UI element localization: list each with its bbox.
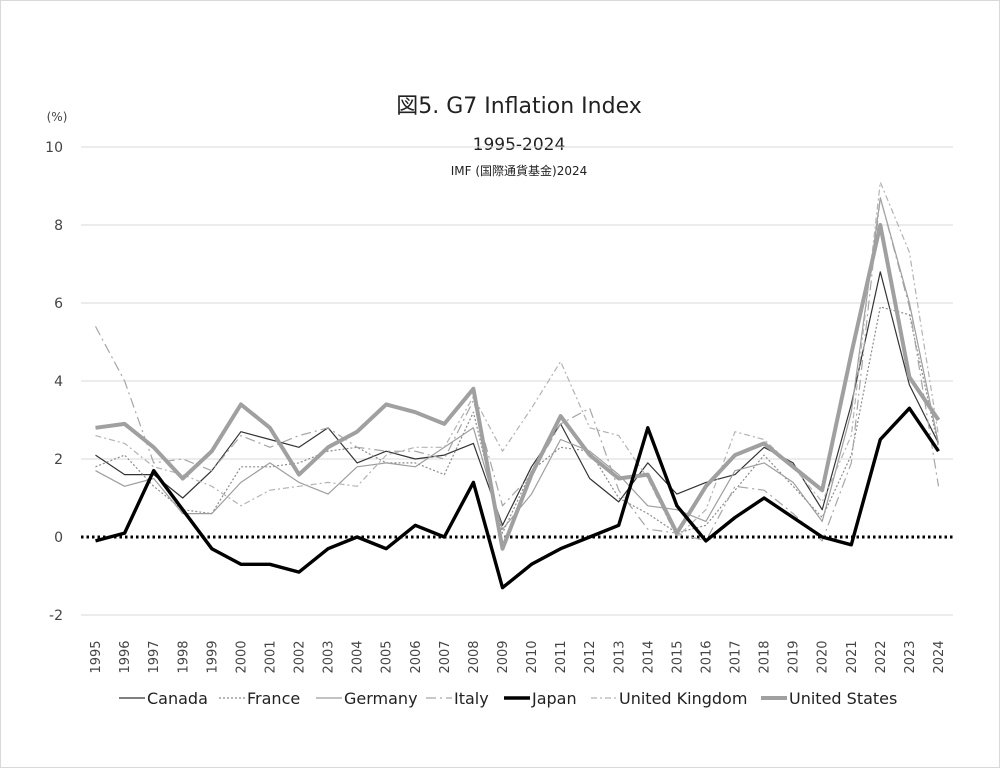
x-tick-label: 2018 xyxy=(758,640,773,673)
x-tick-label: 1996 xyxy=(118,640,133,673)
x-tick-label: 2013 xyxy=(612,640,627,673)
y-axis-unit-label: (%) xyxy=(47,110,68,124)
x-tick-label: 2011 xyxy=(554,640,569,673)
x-tick-label: 1995 xyxy=(89,640,104,673)
y-tick-label: 0 xyxy=(54,530,63,546)
y-tick-label: 6 xyxy=(54,296,63,312)
x-tick-label: 1998 xyxy=(176,640,191,673)
x-tick-label: 2019 xyxy=(787,640,802,673)
x-axis-ticks: 1995 1996 1997 1998 1999 2000 2001 2002 2003 2004… xyxy=(89,640,947,673)
legend-label: Canada xyxy=(147,689,208,708)
x-tick-label: 2001 xyxy=(263,640,278,673)
y-axis-ticks: -2 0 2 4 6 8 10 xyxy=(45,140,63,624)
x-tick-label: 2017 xyxy=(729,640,744,673)
x-tick-label: 2014 xyxy=(641,640,656,673)
x-tick-label: 2012 xyxy=(583,640,598,673)
x-tick-label: 2015 xyxy=(670,640,685,673)
x-tick-label: 2005 xyxy=(380,640,395,673)
series-line-france xyxy=(95,306,940,534)
x-tick-label: 1999 xyxy=(205,640,220,673)
chart-source: IMF (国際通貨基金)2024 xyxy=(451,163,588,178)
y-tick-label: -2 xyxy=(49,608,63,624)
y-tick-label: 10 xyxy=(45,140,63,156)
series-line-italy xyxy=(94,197,940,542)
series-line-united-kingdom xyxy=(95,181,940,538)
y-tick-label: 2 xyxy=(54,452,63,468)
x-tick-label: 2024 xyxy=(932,640,947,673)
x-tick-label: 2008 xyxy=(467,640,482,673)
x-tick-label: 2010 xyxy=(525,640,540,673)
x-tick-label: 2004 xyxy=(351,640,366,673)
series-line-japan xyxy=(95,406,940,590)
series-lines xyxy=(94,181,941,590)
x-tick-label: 2023 xyxy=(903,640,918,673)
x-tick-label: 1997 xyxy=(147,640,162,673)
x-tick-label: 2020 xyxy=(816,640,831,673)
legend: Canada France Germany Italy Japan United King… xyxy=(119,689,897,708)
x-tick-label: 2007 xyxy=(438,640,453,673)
x-tick-label: 2000 xyxy=(234,640,249,673)
chart-subtitle: 1995-2024 xyxy=(473,135,566,155)
x-tick-label: 2021 xyxy=(845,640,860,673)
y-tick-label: 8 xyxy=(54,218,63,234)
series-line-canada xyxy=(95,271,940,526)
legend-label: Italy xyxy=(454,689,489,708)
x-tick-label: 2016 xyxy=(699,640,714,673)
legend-label: Germany xyxy=(344,689,418,708)
chart-title: 図5. G7 Inflation Index xyxy=(396,94,642,119)
legend-label: Japan xyxy=(531,689,577,708)
series-line-united-states xyxy=(95,223,941,551)
x-tick-label: 2009 xyxy=(496,640,511,673)
x-tick-label: 2002 xyxy=(293,640,308,673)
y-tick-label: 4 xyxy=(54,374,63,390)
legend-label: United States xyxy=(789,689,897,708)
legend-label: France xyxy=(247,689,300,708)
x-tick-label: 2003 xyxy=(322,640,337,673)
legend-label: United Kingdom xyxy=(619,689,747,708)
gridlines xyxy=(81,146,953,616)
x-tick-label: 2022 xyxy=(874,640,889,673)
x-tick-label: 2006 xyxy=(409,640,424,673)
